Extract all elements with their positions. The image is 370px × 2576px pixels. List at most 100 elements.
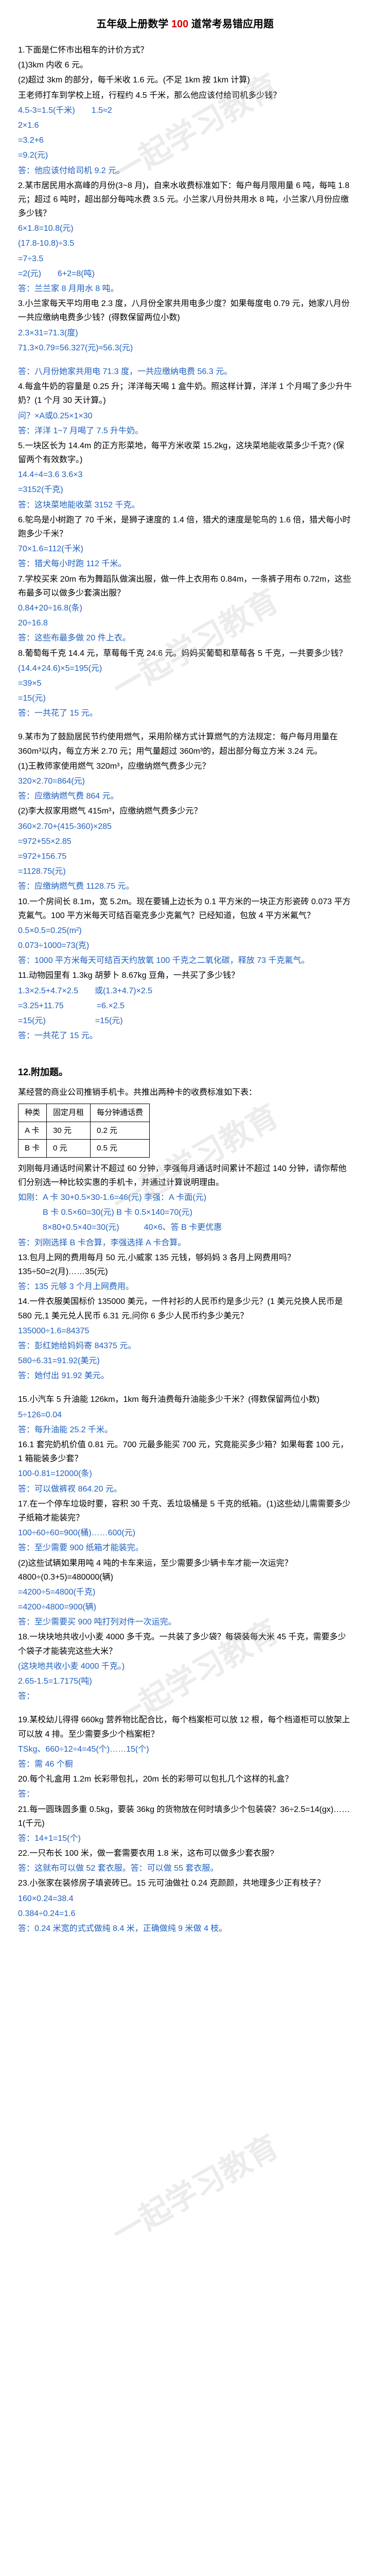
q5-calc2: =3152(千克) <box>18 483 352 497</box>
q19-ans: 答：至少需要买 900 吨打列对件一次运完。 <box>18 1615 352 1629</box>
q1-calc1: 4.5-3=1.5(千米) 1.5≈2 <box>18 104 352 117</box>
q8-calc1: (14.4+24.6)×5=195(元) <box>18 662 352 675</box>
q1-text: 1.下面是仁怀市出租车的计价方式？ <box>18 43 352 57</box>
q7-ans: 答：这些布最多做 20 件上衣。 <box>18 631 352 645</box>
q6-text: 6.鸵鸟是小树跑了 70 千米，是狮子速度的 1.4 倍，猎犬的速度是鸵鸟的 1… <box>18 513 352 541</box>
q20-ans: 答： <box>18 1689 352 1703</box>
q9-line2: (2)李大叔家用燃气 415m³，应缴纳燃气费多少元？ <box>18 804 352 818</box>
q5-text: 5.一块区长为 14.4m 的正方形菜地，每平方米收菜 15.2kg，这块菜地能… <box>18 439 352 467</box>
q15-ans: 答：她付出 91.92 美元。 <box>18 1369 352 1383</box>
q22-ans: 答： <box>18 1787 352 1801</box>
q7-text: 7.学校买来 20m 布为舞蹈队做演出服，做一件上衣用布 0.84m，一条裤子用… <box>18 572 352 600</box>
q12-line1: 刘刚每月通话时间累计不超过 60 分钟，李强每月通话时间累计不超过 140 分钟… <box>18 1162 352 1190</box>
q12-calc3: 8×80+0.5×40=30(元) 40×6、答 B 卡更优惠 <box>18 1221 352 1234</box>
q17-text: 16.1 套完奶机价值 0.81 元。700 元最多能买 700 元，究竟能买多… <box>18 1438 352 1466</box>
q21-text: 19.某校幼儿得得 660kg 营养物比配合比，每个档案柜可以放 12 根，每个… <box>18 1713 352 1741</box>
q2-calc1: 6×1.8=10.8(元) <box>18 222 352 235</box>
q9-calc1: 320×2.70=864(元) <box>18 774 352 788</box>
q19-text: (2)这些试辆如果用吨 4 吨的卡车来运，至少需要多少辆卡车才能一次运完？480… <box>18 1556 352 1584</box>
q1-calc4: =9.2(元) <box>18 148 352 162</box>
th-type: 种类 <box>19 1104 47 1122</box>
q20-text: 18.一块块地共收小小麦 4000 多千克。一共装了多少袋？每袋装每大米 45 … <box>18 1630 352 1658</box>
q20-calc1: (这块地共收小麦 4000 千克。) <box>18 1659 352 1673</box>
title-prefix: 五年级上册数学 <box>96 19 168 30</box>
q8-ans: 答：一共花了 15 元。 <box>18 706 352 720</box>
q11-calc1: 1.3×2.5+4.7×2.5 或(1.3+4.7)×2.5 <box>18 984 352 998</box>
q14-ans: 答：彭红她给妈妈寄 84375 元。 <box>18 1339 352 1353</box>
q10-calc2: 0.073÷1000=73(克) <box>18 939 352 953</box>
q15-intro: 14.一件衣服美国标价 135000 美元，一件衬衫的人民币约是多少元？(1 美… <box>18 1295 352 1323</box>
q4-text: 4.每盒牛奶的容量是 0.25 升；洋洋每天喝 1 盒牛奶。照这样计算，洋洋 1… <box>18 380 352 408</box>
q1-line3: 王老师打车到学校上班，行程约 4.5 千米，那么他应该付给司机多少钱？ <box>18 89 352 103</box>
td-b-rate: 0.5 元 <box>91 1140 150 1158</box>
q6-ans: 答：猎犬每小时跑 112 千米。 <box>18 557 352 571</box>
q5-calc1: 14.4÷4=3.6 3.6×3 <box>18 468 352 482</box>
td-b-type: B 卡 <box>19 1140 47 1158</box>
q2-text: 2.某市居民用水高峰的月份(3~8 月)，自来水收费标准如下：每户每月限用量 6… <box>18 179 352 221</box>
q16-calc: 5÷126=0.04 <box>18 1408 352 1422</box>
q24-text: 22.一只布长 100 米，做一套需要衣用 1.8 米，这布可以做多少套衣服? <box>18 1846 352 1860</box>
q8-calc2: =39×5 <box>18 676 352 690</box>
q17-ans: 答：可以做裤衩 864.20 元。 <box>18 1482 352 1496</box>
q2-calc4: =2(元) 6+2=8(吨) <box>18 267 352 281</box>
q19-calc1: =4200÷5=4800(千克) <box>18 1585 352 1599</box>
q21-ans: 答：需 46 个橱 <box>18 1757 352 1771</box>
title-number: 100 <box>171 19 188 30</box>
q22-text: 20.每个礼盒用 1.2m 长彩带包扎，20m 长的彩带可以包扎几个这样的礼盒？ <box>18 1772 352 1786</box>
price-table: 种类 固定月租 每分钟通话费 A 卡 30 元 0.2 元 B 卡 0 元 0.… <box>18 1104 150 1158</box>
q11-ans: 答：一共花了 15 元。 <box>18 1029 352 1043</box>
q1-ans: 答：他应该付给司机 9.2 元。 <box>18 164 352 178</box>
q10-calc1: 0.5×0.5=0.25(m²) <box>18 924 352 938</box>
q2-ans: 答：兰兰家 8 月用水 8 吨。 <box>18 282 352 296</box>
q1-line2: (2)超过 3km 的部分，每千米收 1.6 元。(不足 1km 按 1km 计… <box>18 73 352 87</box>
q1-calc2: 2×1.6 <box>18 118 352 132</box>
q9-calc4: =972+156.75 <box>18 850 352 863</box>
th-rate: 每分钟通话费 <box>91 1104 150 1122</box>
q7-calc2: 20÷16.8 <box>18 616 352 630</box>
th-rent: 固定月租 <box>47 1104 91 1122</box>
q10-text: 10.一个房间长 8.1m，宽 5.2m。现在要铺上边长为 0.1 平方米的一块… <box>18 895 352 923</box>
q18-ans: 答：至少需要 900 纸箱才能装完。 <box>18 1541 352 1555</box>
q4-ans: 答：洋洋 1~7 月喝了 7.5 升牛奶。 <box>18 424 352 438</box>
q20-calc2: 2.65-1.5=1.7175(吨) <box>18 1674 352 1688</box>
q9-line1: (1)王教师家使用燃气 320m³，应缴纳燃气费多少元？ <box>18 759 352 773</box>
q9-ans2: 答：应缴纳燃气费 1128.75 元。 <box>18 879 352 893</box>
q9-text: 9.某市为了鼓励居民节约使用燃气，采用阶梯方式计算燃气的方法规定：每户每月用量在… <box>18 730 352 758</box>
section-12: 12.附加题。 <box>18 1064 352 1080</box>
q7-calc1: 0.84+20÷16.8(条) <box>18 601 352 615</box>
q9-calc5: =1128.75(元) <box>18 865 352 878</box>
q2-calc3: =7÷3.5 <box>18 252 352 266</box>
q12-calc2: B 卡 0.5×60=30(元) B 卡 0.5×140=70(元) <box>18 1206 352 1219</box>
q18-calc: 100÷60÷60=900(桶)……600(元) <box>18 1526 352 1540</box>
q3-ans1: 答：八月份她家共用电 71.3 度，一共应缴纳电费 56.3 元。 <box>18 365 352 379</box>
q9-calc3: =972+55×2.85 <box>18 835 352 849</box>
q15-calc: 580÷6.31=91.92(美元) <box>18 1354 352 1368</box>
q11-calc2: =3.25+11.75 =6.×2.5 <box>18 999 352 1013</box>
q25-calc2: 0.384÷0.24=1.6 <box>18 1907 352 1921</box>
q12-ans: 答：刘刚选择 B 卡合算，李强选择 A 卡合算。 <box>18 1236 352 1250</box>
q12-calc1: 如刚：A 卡 30+0.5×30-1.6=46(元) 李强：A 卡面(元) <box>18 1191 352 1205</box>
q8-calc3: =15(元) <box>18 691 352 705</box>
td-a-rent: 30 元 <box>47 1122 91 1140</box>
q9-ans1: 答：应缴纳燃气费 864 元。 <box>18 789 352 803</box>
q17-calc: 100-0.81=12000(条) <box>18 1467 352 1481</box>
q25-text: 23.小张家在装修房子填瓷砖已。15 元可油做社 0.24 克颜颜，共地理多少正… <box>18 1876 352 1890</box>
q1-line1: (1)3km 内收 6 元。 <box>18 58 352 72</box>
q4-calc: 问？×A或0.25×1×30 <box>18 409 352 423</box>
q16-text: 15.小汽车 5 升油能 126km，1km 每升油费每升油能多少千米？(得数保… <box>18 1393 352 1406</box>
q5-ans: 答：这块菜地能收菜 3152 千克。 <box>18 498 352 512</box>
q3-calc2: 71.3×0.79=56.327(元)≈56.3(元) <box>18 341 352 355</box>
watermark: 一起学习教育 <box>102 2121 289 2259</box>
q3-calc1: 2.3×31=71.3(度) <box>18 326 352 340</box>
q8-text: 8.葡萄每千克 14.4 元，草莓每千克 24.6 元。妈妈买葡萄和草莓各 5 … <box>18 647 352 660</box>
page-title: 五年级上册数学 100 道常考易错应用题 <box>18 15 352 33</box>
q23-text: 21.每一圆珠圆多重 0.5kg，要装 36kg 的货物放在何时填多少个包装袋？… <box>18 1803 352 1831</box>
td-b-rent: 0 元 <box>47 1140 91 1158</box>
q3-text: 3.小兰家每天平均用电 2.3 度，八月份全家共用电多少度？如果每度电 0.79… <box>18 297 352 325</box>
q13-text: 13.包月上网的费用每月 50 元,小威家 135 元钱，够妈妈 3 各月上网费… <box>18 1251 352 1279</box>
q18-text: 17.在一个停车垃圾时要，容积 30 千克、丢垃圾桶是 5 千克的纸箱。(1)这… <box>18 1497 352 1525</box>
q11-calc3: =15(元) =15(元) <box>18 1014 352 1028</box>
td-a-rate: 0.2 元 <box>91 1122 150 1140</box>
q16-ans1: 答：每升油能 25.2 千米。 <box>18 1423 352 1437</box>
q24-ans: 答：这就布可以做 52 套衣服。答：可以做 55 套衣服。 <box>18 1861 352 1875</box>
